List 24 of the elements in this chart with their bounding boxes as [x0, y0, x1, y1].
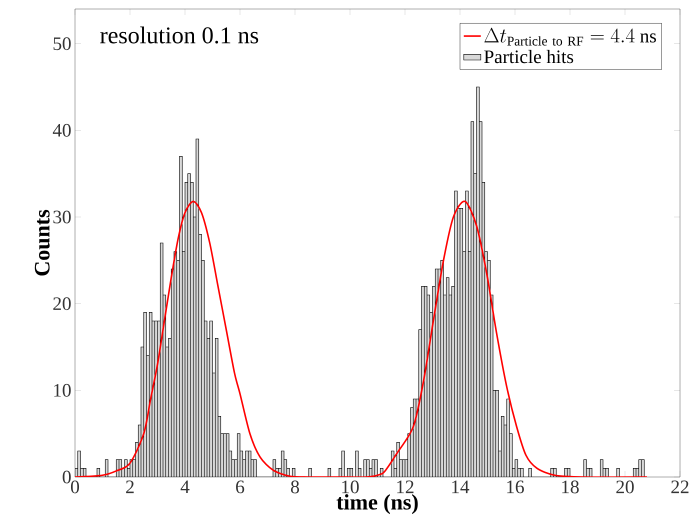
y-tick-label: 40: [52, 124, 71, 137]
x-tick-label: 6: [236, 480, 244, 494]
y-axis-title: Counts: [34, 210, 50, 276]
x-tick-label: 12: [397, 480, 414, 494]
x-tick-label: 4: [180, 480, 190, 494]
x-tick-label: 22: [671, 480, 688, 494]
y-tick-label: 0: [62, 470, 71, 484]
x-tick-label: 0: [70, 480, 80, 494]
x-tick-label: 16: [507, 480, 524, 494]
x-tick-label: 10: [342, 480, 359, 494]
y-tick-label: 30: [53, 210, 71, 224]
x-tick-label: 2: [126, 480, 134, 494]
x-tick-label: 18: [562, 480, 579, 494]
y-tick-label: 20: [53, 297, 71, 310]
legend-label: $\Delta t_{\mathrm{Particle\ to\ RF}} = 4.4\ \mathrm{ns}$: [484, 28, 656, 46]
line-series: [75, 200, 648, 477]
x-axis-title: time (ns): [336, 494, 418, 514]
legend-label: Particle hits: [484, 50, 574, 64]
annotation: resolution 0.1 ns: [100, 26, 258, 44]
x-tick-label: 20: [616, 480, 634, 494]
y-tick-label: 10: [54, 384, 71, 397]
y-tick-label: 50: [54, 37, 71, 50]
x-tick-label: 8: [290, 480, 300, 494]
x-tick-label: 14: [452, 480, 470, 494]
